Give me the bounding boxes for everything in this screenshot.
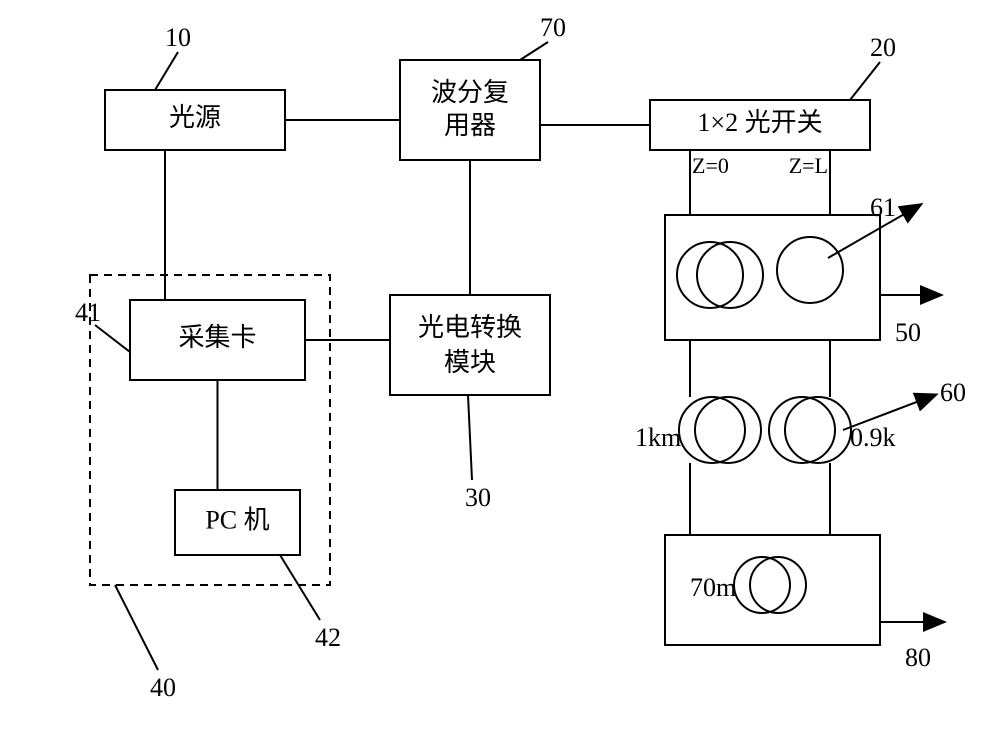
svg-text:光源: 光源	[169, 103, 221, 132]
svg-text:采集卡: 采集卡	[178, 323, 256, 352]
svg-text:61: 61	[870, 193, 896, 222]
opto-electronic-box	[390, 295, 550, 395]
svg-text:10: 10	[165, 23, 191, 52]
svg-text:1×2 光开关: 1×2 光开关	[697, 108, 822, 137]
svg-text:用器: 用器	[444, 111, 496, 140]
svg-text:Z=L: Z=L	[789, 153, 828, 178]
svg-text:80: 80	[905, 643, 931, 672]
svg-text:20: 20	[870, 33, 896, 62]
fiber-coil	[679, 397, 745, 463]
svg-text:40: 40	[150, 673, 176, 702]
svg-text:70m: 70m	[690, 573, 736, 602]
svg-text:50: 50	[895, 318, 921, 347]
svg-text:波分复: 波分复	[431, 78, 509, 107]
svg-text:光电转换: 光电转换	[418, 313, 522, 342]
svg-text:Z=0: Z=0	[692, 153, 729, 178]
svg-text:PC 机: PC 机	[205, 505, 269, 534]
svg-text:0.9k: 0.9k	[850, 423, 896, 452]
svg-text:30: 30	[465, 483, 491, 512]
svg-text:41: 41	[75, 298, 101, 327]
svg-text:60: 60	[940, 378, 966, 407]
fiber-coil	[769, 397, 835, 463]
system-diagram: 光源 波分复用器 1×2 光开关采集卡 光电转换模块 PC 机 Z=0 Z=L 1km 0.9k…	[0, 0, 1000, 736]
svg-text:42: 42	[315, 623, 341, 652]
svg-text:70: 70	[540, 13, 566, 42]
svg-text:模块: 模块	[444, 348, 496, 377]
svg-text:1km: 1km	[635, 423, 681, 452]
